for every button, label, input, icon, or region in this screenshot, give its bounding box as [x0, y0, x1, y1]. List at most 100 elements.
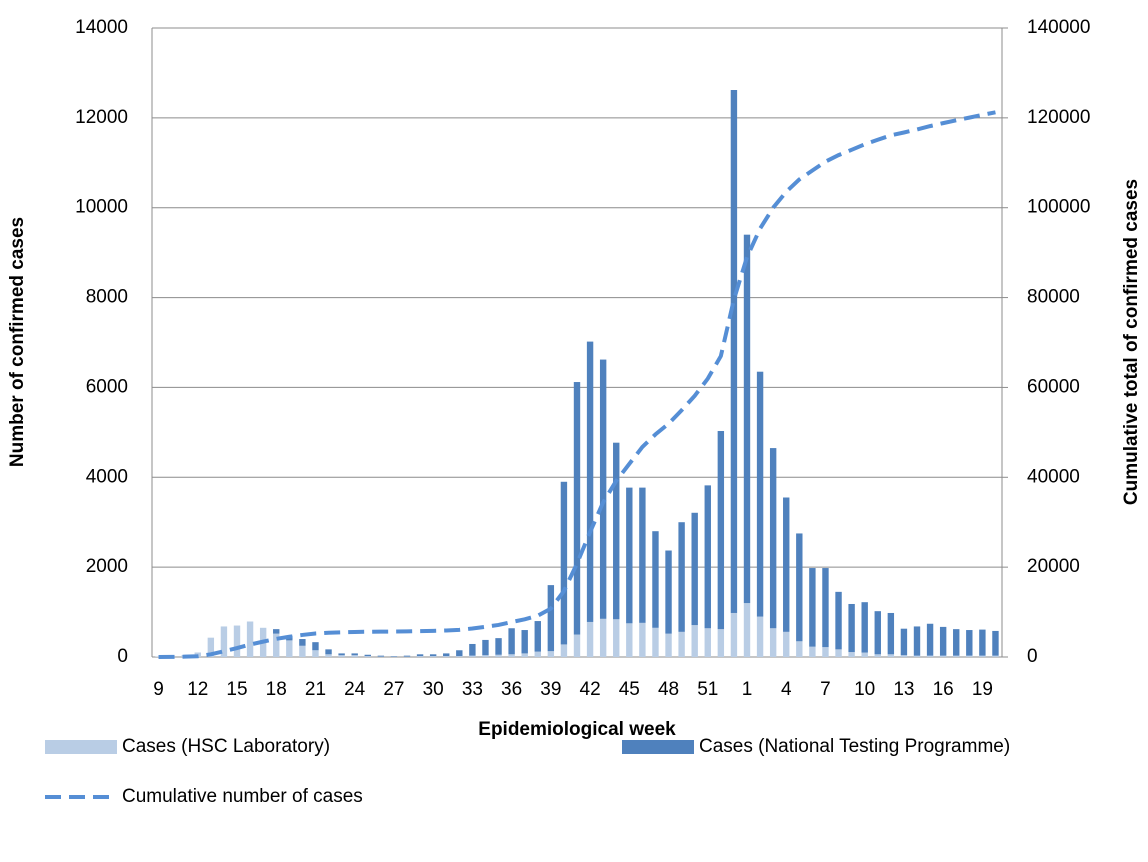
x-tick-label: 21 [305, 679, 326, 700]
bar [220, 626, 228, 657]
bar [796, 641, 803, 657]
bar [769, 628, 777, 657]
bar [312, 642, 319, 651]
bar [730, 612, 738, 657]
bar [573, 634, 581, 657]
x-tick-label: 24 [344, 679, 366, 700]
bar [953, 655, 960, 657]
bar [678, 522, 685, 632]
legend-label: Cases (National Testing Programme) [699, 736, 1010, 757]
x-tick-label: 4 [781, 679, 792, 700]
bar [874, 611, 881, 655]
legend-label: Cases (HSC Laboratory) [122, 736, 330, 757]
bar [939, 655, 947, 657]
x-tick-label: 10 [854, 679, 875, 700]
bar [861, 602, 868, 653]
bar [482, 639, 489, 656]
bar [704, 628, 711, 657]
bar [364, 654, 371, 657]
bar [626, 487, 633, 624]
bar [534, 621, 541, 652]
bar [926, 655, 934, 657]
x-tick-label: 15 [226, 679, 247, 700]
bar [508, 654, 515, 657]
bar [887, 612, 895, 655]
bar [652, 531, 659, 628]
bar [809, 568, 816, 647]
bar [626, 623, 633, 657]
bar [639, 487, 646, 623]
bar [652, 627, 659, 657]
bar [534, 651, 541, 657]
bar [429, 656, 437, 657]
bar [848, 603, 855, 653]
bar [286, 640, 293, 657]
y-tick-label: 14000 [75, 17, 128, 38]
x-tick-label: 9 [153, 679, 164, 700]
y2-tick-label: 60000 [1027, 376, 1080, 397]
bar [717, 431, 725, 630]
y-tick-label: 10000 [75, 197, 128, 218]
y-tick-label: 6000 [86, 376, 128, 397]
bar [429, 654, 437, 657]
bar [233, 625, 241, 657]
y2-tick-label: 40000 [1027, 466, 1080, 487]
bar [913, 655, 921, 657]
bar [704, 485, 711, 629]
bar [299, 645, 306, 657]
bar [338, 655, 345, 657]
bar [613, 442, 620, 620]
bar [979, 629, 986, 656]
bar [756, 616, 764, 657]
bar [495, 638, 502, 655]
bar [966, 655, 973, 657]
bar [639, 622, 646, 657]
bar [796, 533, 803, 642]
bar [456, 650, 463, 657]
bar [325, 649, 332, 655]
bar [547, 585, 555, 652]
y-tick-label: 2000 [86, 556, 128, 577]
bar [325, 654, 332, 657]
bar [665, 550, 672, 634]
bar [939, 626, 947, 656]
bar [351, 655, 358, 657]
x-tick-label: 19 [972, 679, 993, 700]
x-tick-label: 51 [697, 679, 718, 700]
legend-swatch [622, 740, 694, 754]
bar [809, 646, 816, 657]
y2-axis-title: Cumulative total of confirmed cases [1121, 179, 1142, 505]
bar [560, 644, 568, 657]
bar [521, 630, 528, 654]
bar [246, 621, 254, 657]
y-axis-title: Number of confirmed cases [7, 217, 28, 467]
bar [482, 655, 489, 657]
bar [377, 655, 385, 657]
bar [665, 633, 672, 657]
x-tick-label: 33 [462, 679, 483, 700]
bar [443, 656, 450, 657]
bar [508, 628, 515, 655]
y-tick-label: 4000 [86, 466, 128, 487]
bar [403, 655, 411, 657]
bar [560, 481, 568, 645]
y-tick-label: 12000 [75, 107, 128, 128]
bar [521, 653, 528, 657]
x-tick-label: 39 [540, 679, 561, 700]
bar [573, 382, 581, 635]
bar [351, 653, 358, 656]
legend-label: Cumulative number of cases [122, 786, 363, 807]
bar [835, 591, 842, 650]
bar [273, 629, 280, 634]
bar [979, 655, 986, 657]
bar [613, 619, 620, 657]
bar [743, 234, 751, 604]
x-tick-label: 48 [658, 679, 679, 700]
y2-tick-label: 20000 [1027, 556, 1080, 577]
bar [835, 649, 842, 657]
bar [691, 512, 698, 626]
bar [783, 631, 790, 657]
bar [678, 631, 685, 657]
bar [992, 630, 999, 656]
